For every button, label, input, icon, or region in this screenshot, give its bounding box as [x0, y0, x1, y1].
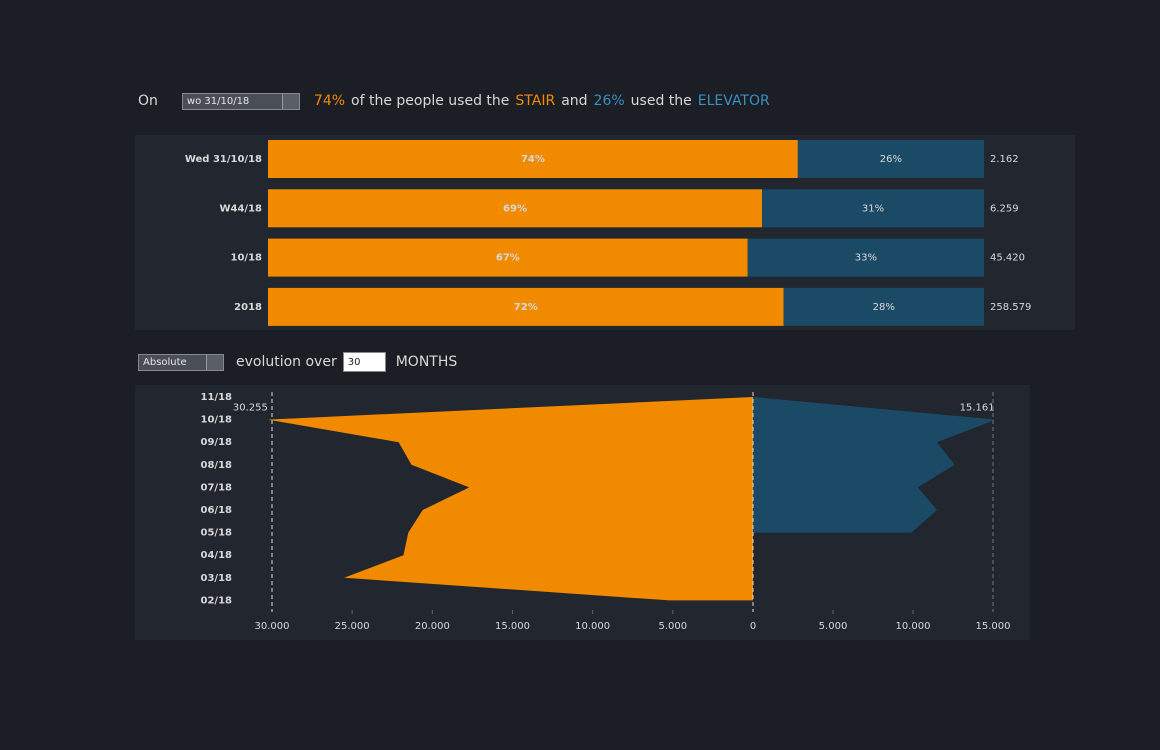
x-tick-label: 5.000 [819, 621, 848, 632]
value-label: 72% [514, 302, 538, 313]
bar-segment [268, 189, 763, 228]
total-label: 2.162 [990, 154, 1019, 165]
label: On [138, 93, 158, 109]
bar-segment [762, 189, 984, 228]
text: of the people used the [351, 93, 510, 109]
dropdown-value: Absolute [143, 356, 187, 368]
text: MONTHS [395, 354, 458, 370]
area [267, 397, 753, 601]
x-tick-label: 15.000 [976, 621, 1011, 632]
stair: STAIR [515, 93, 556, 109]
value-label: 28% [873, 302, 895, 313]
category-label: 11/18 [201, 392, 233, 403]
category-label: Wed 31/10/18 [185, 154, 262, 165]
total-label: 45.420 [990, 253, 1025, 264]
category-label: 03/18 [201, 573, 233, 584]
stair-pct: 74% [313, 93, 346, 109]
input-value: 30 [347, 356, 361, 368]
category-label: 08/18 [201, 460, 233, 471]
value-label: 31% [862, 203, 884, 214]
text: and [561, 93, 588, 109]
months-input[interactable]: 30 [342, 352, 386, 372]
bar-segment [268, 140, 798, 178]
header: On wo 31/10/18 74% of the people used th… [138, 91, 770, 111]
category-label: 02/18 [201, 595, 233, 606]
x-tick-label: 25.000 [335, 621, 370, 632]
x-tick-label: 10.000 [575, 621, 610, 632]
text: used the [630, 93, 692, 109]
category-label: 07/18 [201, 482, 233, 493]
category-label: 06/18 [201, 505, 233, 516]
category-label: 10/18 [201, 415, 233, 426]
controls: Absolute evolution over 30 MONTHS [138, 352, 457, 372]
category-label: 10/18 [231, 253, 263, 264]
total-label: 6.259 [990, 203, 1019, 214]
total-label: 258.579 [990, 302, 1031, 313]
elevator: ELEVATOR [697, 93, 770, 109]
x-tick-label: 30.000 [255, 621, 290, 632]
value-label: 67% [496, 253, 520, 264]
category-label: W44/18 [219, 203, 262, 214]
x-tick-label: 20.000 [415, 621, 450, 632]
category-label: 05/18 [201, 528, 233, 539]
category-label: 04/18 [201, 550, 233, 561]
dropdown-value: wo 31/10/18 [186, 95, 250, 107]
x-tick-label: 15.000 [495, 621, 530, 632]
x-tick-label: 5.000 [659, 621, 688, 632]
value-label: 74% [521, 154, 545, 165]
elevator-pct: 26% [593, 93, 625, 109]
category-label: 09/18 [201, 437, 233, 448]
x-tick-label: 0 [750, 621, 756, 632]
value-label: 33% [855, 253, 877, 264]
x-tick-label: 10.000 [896, 621, 931, 632]
bar-segment [268, 287, 784, 326]
dropdown-arrow[interactable] [206, 354, 223, 370]
category-label: 2018 [234, 302, 262, 313]
bar-segment [783, 287, 984, 326]
bar-segment [268, 238, 748, 277]
value-label: 15.161 [960, 403, 995, 414]
value-label: 26% [880, 154, 902, 165]
text: evolution over [236, 354, 337, 370]
value-label: 30.255 [233, 403, 268, 414]
area [753, 397, 996, 533]
value-label: 69% [503, 203, 527, 214]
date-dropdown[interactable]: wo 31/10/18 [181, 92, 300, 110]
bar-segment [797, 140, 984, 178]
dropdown-arrow[interactable] [281, 93, 299, 109]
mode-dropdown[interactable]: Absolute [138, 353, 224, 371]
bar-segment [747, 238, 984, 277]
